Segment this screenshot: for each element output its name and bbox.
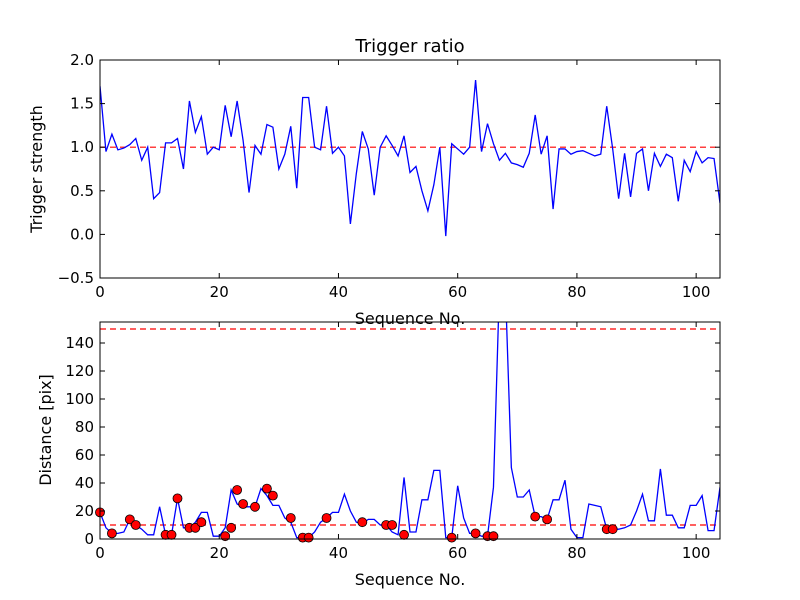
trigger-marker bbox=[107, 528, 117, 539]
trigger-marker bbox=[226, 522, 237, 533]
trigger-marker bbox=[220, 531, 231, 542]
trigger-marker bbox=[196, 517, 207, 528]
top-y-tick-label: 0.0 bbox=[70, 225, 94, 243]
top-y-tick-label: 0.5 bbox=[70, 182, 94, 200]
trigger-marker bbox=[267, 490, 278, 501]
top-y-tick-label: 2.0 bbox=[70, 51, 94, 69]
bottom-x-tick-label: 40 bbox=[329, 544, 348, 562]
bottom-x-tick-label: 20 bbox=[210, 544, 229, 562]
top-x-tick-label: 100 bbox=[682, 283, 711, 301]
trigger-marker bbox=[321, 513, 332, 523]
bottom-y-tick-label: 40 bbox=[75, 474, 94, 492]
trigger-marker bbox=[190, 522, 201, 533]
trigger-marker bbox=[542, 514, 553, 525]
trigger-marker bbox=[607, 524, 618, 535]
bottom-y-tick-label: 80 bbox=[75, 418, 94, 436]
bottom-y-tick-label: 20 bbox=[75, 502, 94, 520]
top-chart-title: Trigger ratio bbox=[354, 36, 464, 57]
bottom-x-tick-label: 0 bbox=[95, 544, 105, 562]
trigger-marker bbox=[166, 529, 177, 540]
bottom-y-tick-label: 100 bbox=[65, 390, 94, 408]
trigger-marker bbox=[250, 501, 260, 512]
top-series-line bbox=[100, 80, 720, 237]
top-axes-frame bbox=[99, 59, 721, 279]
top-y-tick-label: 1.0 bbox=[70, 138, 94, 156]
top-x-tick-label: 60 bbox=[448, 283, 467, 301]
top-y-axis-label: Trigger strength bbox=[27, 105, 46, 234]
top-x-axis-label: Sequence No. bbox=[355, 309, 466, 328]
bottom-y-tick-label: 140 bbox=[65, 334, 94, 352]
bottom-y-tick-label: 60 bbox=[75, 446, 94, 464]
trigger-marker bbox=[285, 513, 296, 523]
top-y-tick-label: −0.5 bbox=[58, 269, 94, 287]
bottom-y-axis-label: Distance [pix] bbox=[36, 374, 55, 486]
bottom-x-tick-label: 80 bbox=[567, 544, 586, 562]
trigger-marker bbox=[399, 529, 409, 540]
bottom-x-axis-label: Sequence No. bbox=[355, 570, 466, 589]
bottom-x-tick-label: 60 bbox=[448, 544, 467, 562]
top-x-tick-label: 40 bbox=[329, 283, 348, 301]
trigger-marker bbox=[238, 499, 248, 509]
trigger-marker bbox=[357, 517, 368, 528]
bottom-chart: 0 20 40 60 80 100 0 20 40 60 80 100 120 140 Sequence… bbox=[36, 321, 721, 589]
trigger-marker bbox=[488, 531, 499, 542]
bottom-x-tick-label: 100 bbox=[682, 544, 711, 562]
bottom-y-tick-label: 120 bbox=[65, 362, 94, 380]
trigger-marker bbox=[470, 528, 481, 539]
top-chart: Trigger ratio 0 20 40 60 80 100 −0.5 0.0 0.5 1.0… bbox=[27, 36, 721, 328]
bottom-axes-frame bbox=[99, 321, 721, 540]
top-x-tick-label: 80 bbox=[567, 283, 586, 301]
trigger-marker bbox=[530, 511, 541, 522]
top-x-tick-label: 20 bbox=[210, 283, 229, 301]
bottom-y-tick-label: 0 bbox=[84, 530, 94, 548]
trigger-marker bbox=[262, 483, 272, 494]
trigger-marker bbox=[172, 493, 183, 504]
top-y-tick-label: 1.5 bbox=[70, 95, 94, 113]
top-x-tick-label: 0 bbox=[95, 283, 105, 301]
trigger-marker bbox=[124, 514, 135, 525]
trigger-marker bbox=[387, 520, 398, 530]
trigger-marker bbox=[232, 485, 243, 495]
trigger-marker bbox=[303, 532, 314, 543]
trigger-marker bbox=[446, 532, 457, 543]
trigger-marker bbox=[130, 520, 141, 530]
